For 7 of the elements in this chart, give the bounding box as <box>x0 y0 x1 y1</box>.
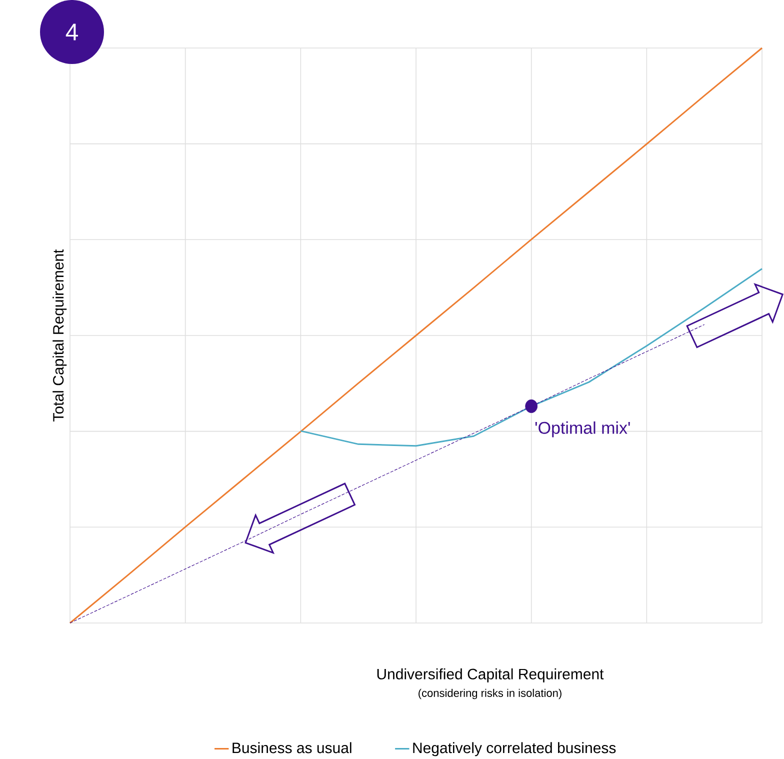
text: 4 <box>66 24 78 40</box>
series-label: 'Optimal mix' <box>535 421 630 438</box>
x-axis-title: Undiversified Capital Requirement <box>377 668 604 682</box>
y-axis-title: Total Capital Requirement <box>52 249 67 422</box>
legend-label: Business as usual <box>232 742 352 754</box>
legend-label: Negatively correlated business <box>413 742 616 756</box>
text: (considering risks in isolation) <box>418 688 562 699</box>
